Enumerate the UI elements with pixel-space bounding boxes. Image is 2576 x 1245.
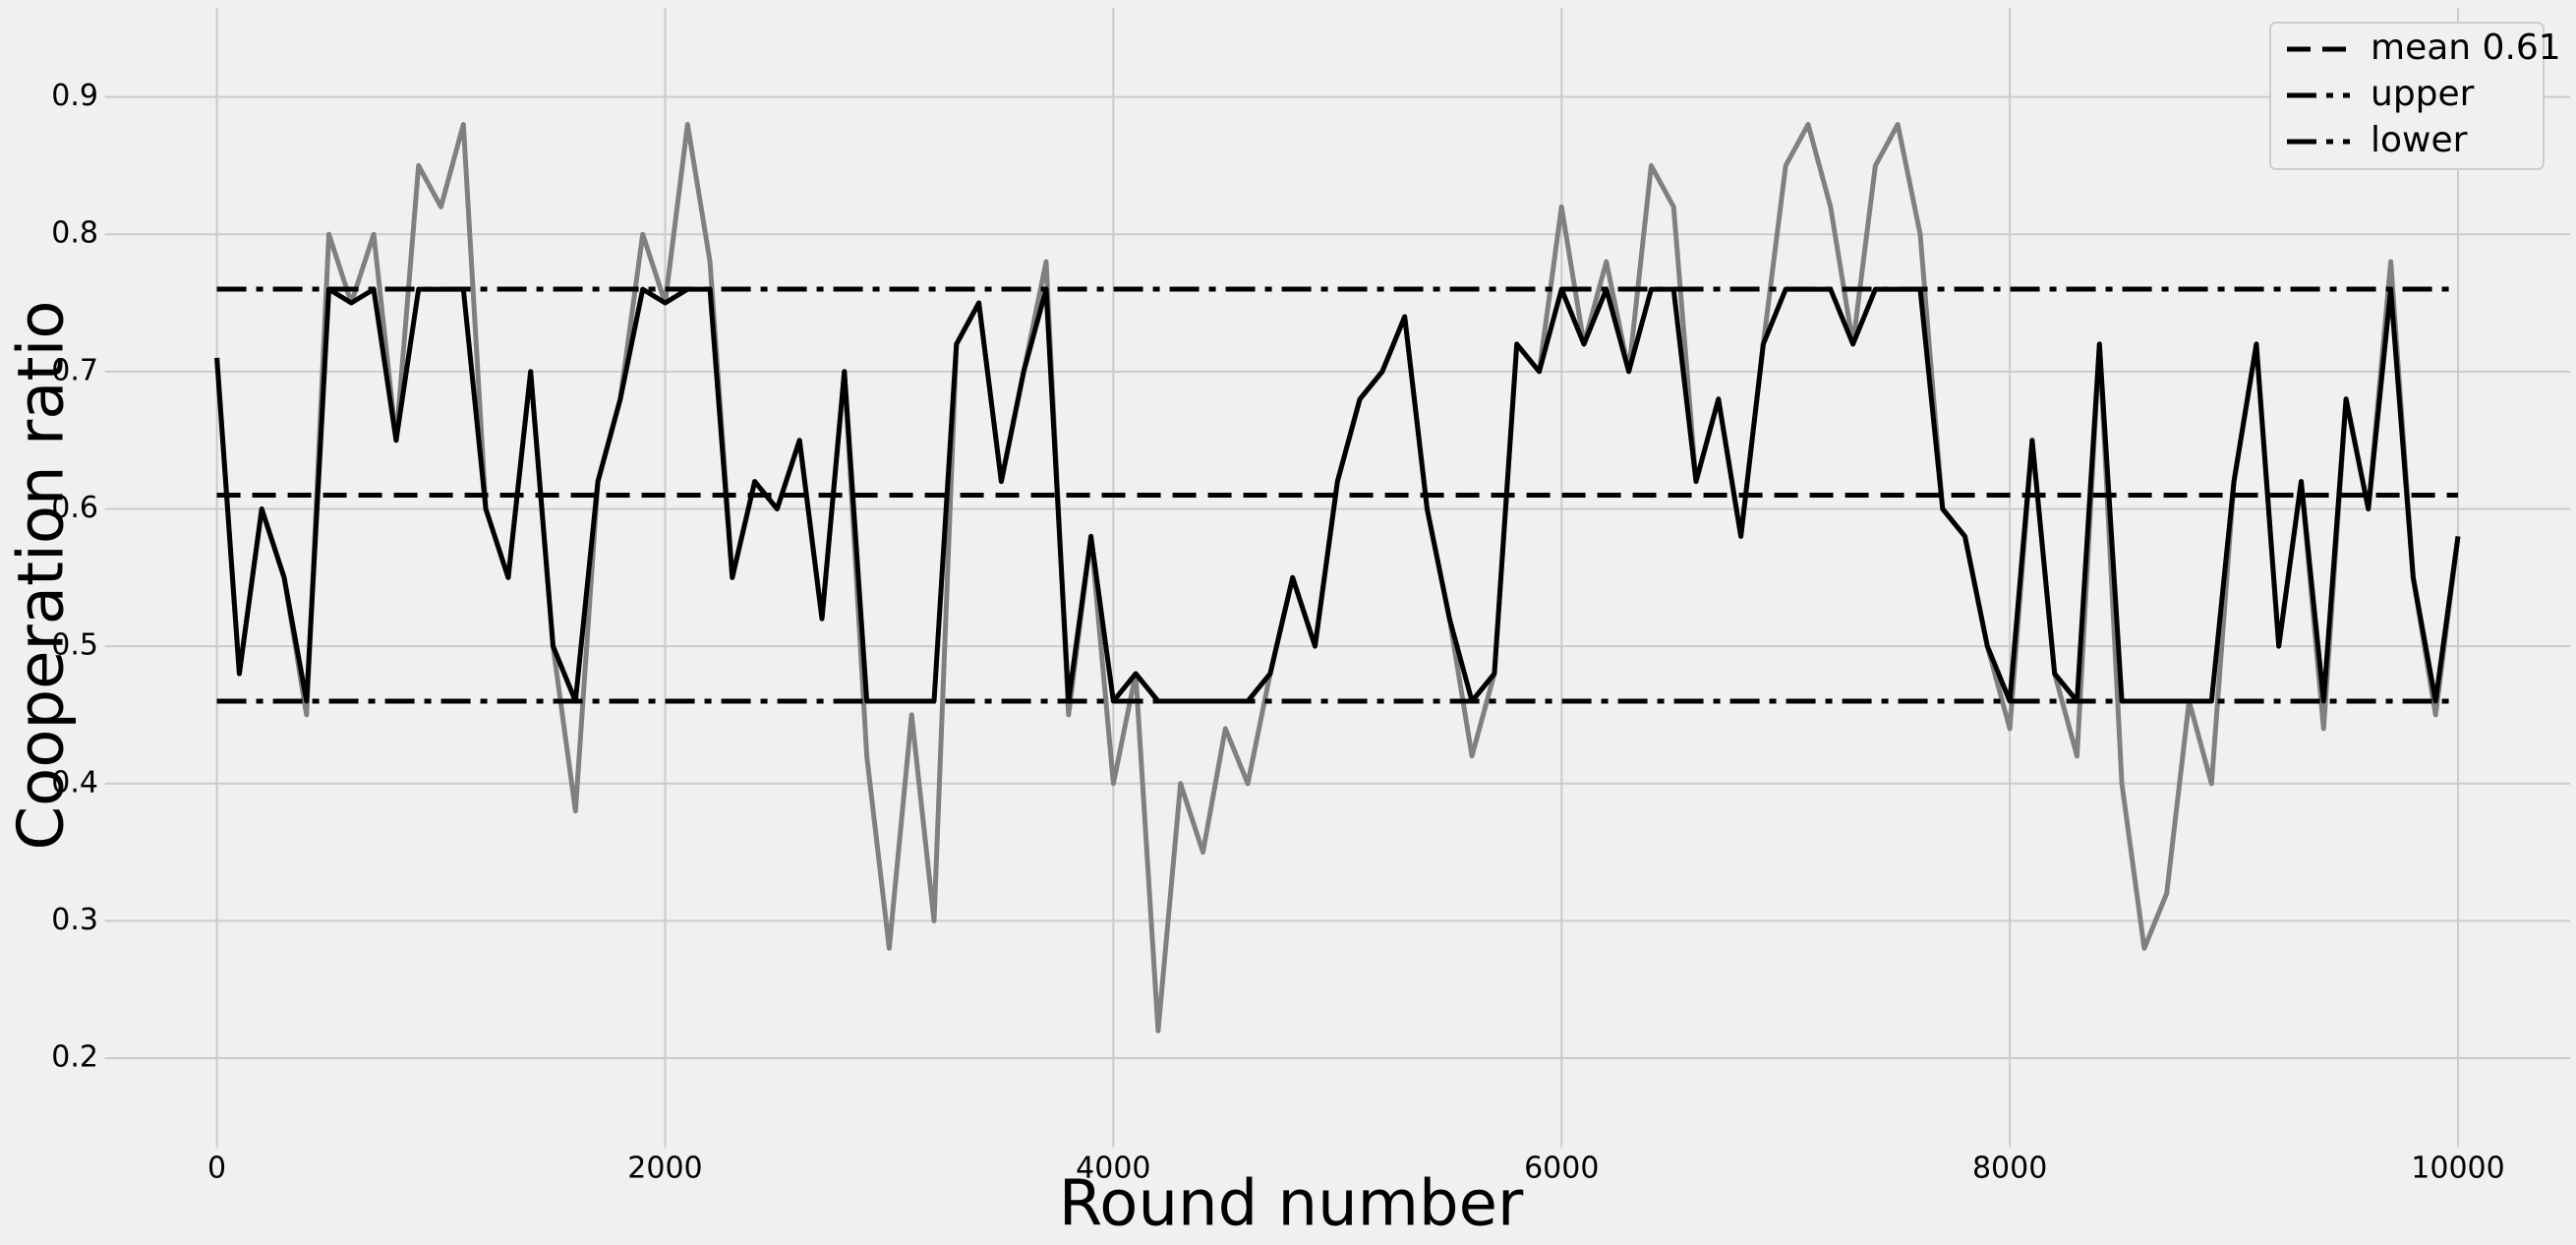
- y-tick-label: 0.7: [51, 353, 98, 387]
- x-tick-label: 2000: [627, 1152, 702, 1186]
- y-tick-label: 0.8: [51, 216, 98, 251]
- grid: 0.2 0.3 0.4 0.5 0.6 0.7 0.8 0.9 0 2000 4000 6000 800…: [51, 7, 2570, 1186]
- y-axis-label: Cooperation ratio: [6, 300, 79, 850]
- x-axis-label: Round number: [1059, 1168, 1524, 1241]
- x-tick-label: 6000: [1524, 1152, 1599, 1186]
- x-tick-label: 0: [207, 1152, 226, 1186]
- y-tick-label: 0.5: [51, 628, 98, 663]
- y-tick-label: 0.2: [51, 1040, 98, 1075]
- legend-label: lower: [2371, 120, 2468, 160]
- series-line: [214, 286, 2461, 704]
- legend-box: [2269, 22, 2545, 170]
- x-tick-label: 4000: [1076, 1152, 1150, 1186]
- y-tick-label: 0.9: [51, 79, 98, 113]
- y-tick-label: 0.3: [51, 903, 98, 937]
- legend: mean 0.61 upper lower: [2269, 22, 2561, 170]
- legend-label: upper: [2371, 74, 2475, 114]
- y-tick-label: 0.4: [51, 765, 98, 800]
- legend-label: mean 0.61: [2371, 28, 2561, 68]
- y-tick-label: 0.6: [51, 491, 98, 525]
- plot-area: [214, 122, 2461, 1034]
- x-tick-label: 10000: [2411, 1152, 2504, 1186]
- x-tick-label: 8000: [1972, 1152, 2047, 1186]
